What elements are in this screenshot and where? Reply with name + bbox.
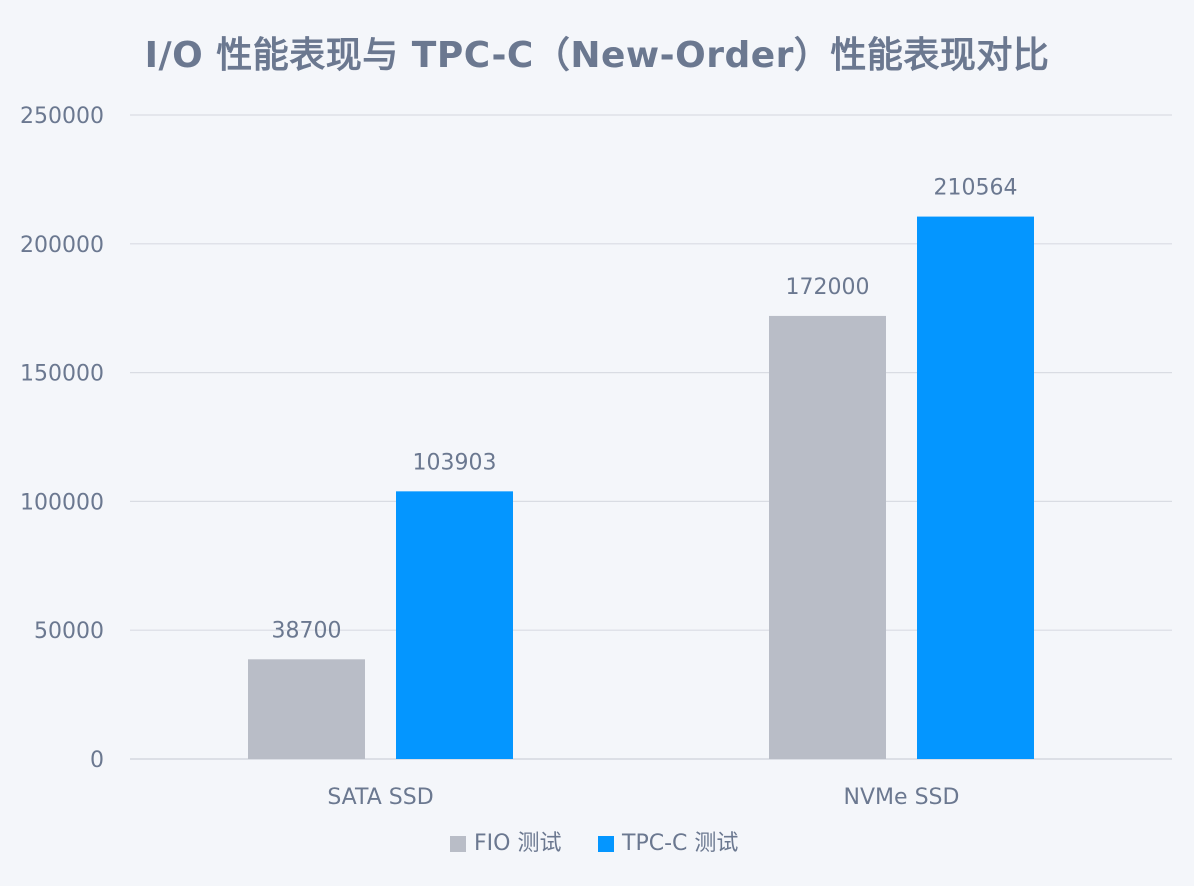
legend-swatch [450, 836, 466, 852]
y-tick-label: 50000 [34, 619, 104, 644]
bar [769, 315, 886, 759]
bar [248, 659, 365, 759]
y-tick-label: 100000 [20, 490, 104, 515]
y-tick-label: 250000 [20, 104, 104, 129]
legend-swatch [598, 836, 614, 852]
data-label: 103903 [413, 450, 497, 475]
legend-label: FIO 测试 [474, 831, 561, 856]
y-tick-label: 0 [90, 748, 104, 773]
bar [396, 491, 513, 759]
data-label: 172000 [786, 275, 870, 300]
y-tick-label: 150000 [20, 362, 104, 387]
legend-label: TPC-C 测试 [621, 831, 738, 856]
data-label: 210564 [934, 176, 1018, 201]
chart-title: I/O 性能表现与 TPC-C（New-Order）性能表现对比 [144, 35, 1050, 76]
bar [917, 216, 1034, 759]
x-category-label: NVMe SSD [844, 785, 960, 810]
y-tick-label: 200000 [20, 233, 104, 258]
x-category-label: SATA SSD [327, 785, 433, 810]
data-label: 38700 [272, 618, 342, 643]
